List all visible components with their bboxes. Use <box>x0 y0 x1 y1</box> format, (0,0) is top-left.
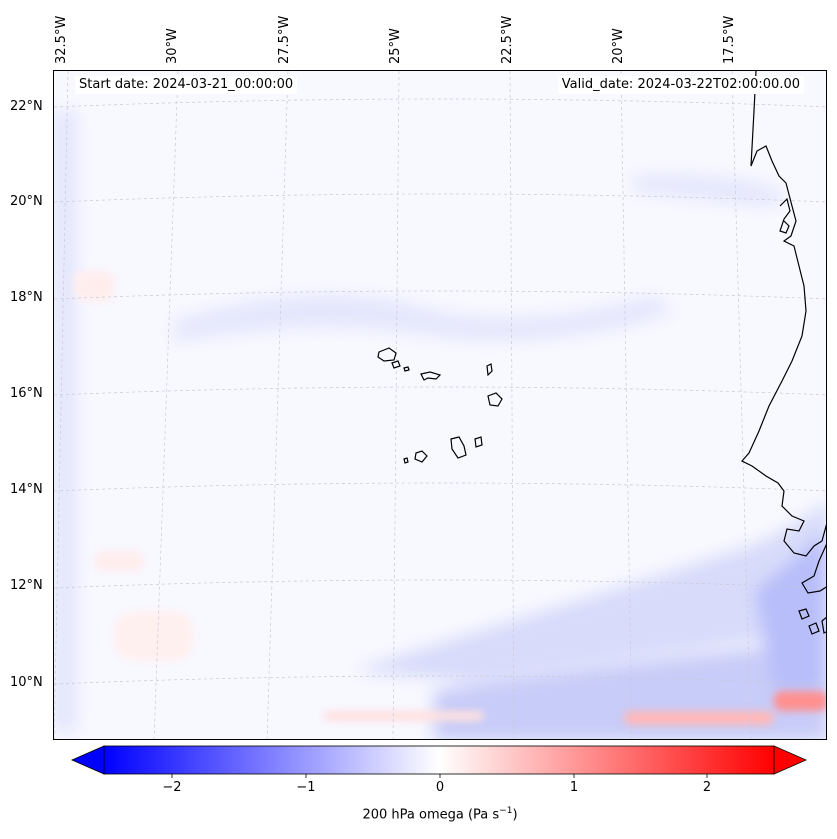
meridian-line <box>392 71 400 739</box>
graticule <box>54 71 826 739</box>
subsidence-patch <box>174 294 674 341</box>
ascent-patch <box>114 611 194 661</box>
meridian-line <box>620 71 633 739</box>
parallel-line <box>54 193 826 203</box>
lat-label-22n: 22°N <box>10 99 43 114</box>
island-santa-luzia <box>403 366 410 372</box>
island-maio <box>474 436 483 448</box>
island-sao-nicolau <box>420 371 442 381</box>
parallel-line <box>54 290 826 300</box>
colorbar-pos-extend <box>773 745 807 775</box>
colorbar-tick-label: 0 <box>435 780 445 795</box>
meridian-line <box>509 71 515 739</box>
colorbar-tick-label: −1 <box>296 780 316 795</box>
island-boa-vista <box>487 392 503 407</box>
colorbar-tick-marks <box>171 774 708 778</box>
lon-label-22-5w: 22.5°W <box>500 15 515 64</box>
omega-field <box>54 111 826 739</box>
ascent-patch <box>74 271 114 301</box>
ascent-patch <box>624 711 774 725</box>
meridian-line <box>266 71 289 739</box>
subsidence-patch <box>354 502 826 681</box>
parallel-line <box>54 579 826 589</box>
coastline <box>741 71 826 635</box>
africa-coastline <box>821 616 826 634</box>
meridian-line <box>731 71 752 739</box>
colorbar <box>71 745 807 778</box>
subsidence-patch <box>754 532 826 691</box>
start-date-label: Start date: 2024-03-21_00:00:00 <box>75 76 298 94</box>
ascent-patch <box>324 711 484 721</box>
colorbar-neg-extend <box>71 745 105 775</box>
cape-verde-islands <box>377 347 503 464</box>
lat-label-16n: 16°N <box>10 386 43 401</box>
lon-label-32-5w: 32.5°W <box>54 15 69 64</box>
lat-label-20n: 20°N <box>10 194 43 209</box>
island-brava <box>403 457 409 464</box>
lat-label-18n: 18°N <box>10 290 43 305</box>
lat-label-12n: 12°N <box>10 578 43 593</box>
parallel-line <box>54 482 826 492</box>
parallel-line <box>54 675 826 685</box>
africa-coastline <box>808 622 820 635</box>
colorbar-label-exponent: −1 <box>499 806 513 816</box>
ascent-patch <box>774 691 826 711</box>
island-sao-vicente <box>391 360 401 369</box>
island-santiago <box>450 436 467 459</box>
parallel-line <box>54 98 826 108</box>
lon-label-20w: 20°W <box>611 28 626 64</box>
lon-label-25w: 25°W <box>388 28 403 64</box>
colorbar-tick-label: −2 <box>162 780 182 795</box>
parallel-line <box>54 386 826 396</box>
lon-label-27-5w: 27.5°W <box>277 15 292 64</box>
colorbar-gradient <box>103 745 775 775</box>
valid-date-label: Valid_date: 2024-03-22T02:00:00.00 <box>557 76 804 94</box>
africa-coastline <box>779 197 791 234</box>
lat-label-14n: 14°N <box>10 482 43 497</box>
colorbar-tick-label: 1 <box>569 780 579 795</box>
colorbar-label-text: 200 hPa omega (Pa s <box>362 807 500 823</box>
island-santo-antao <box>377 347 397 362</box>
colorbar-label: 200 hPa omega (Pa s−1) <box>362 806 517 822</box>
lon-label-30w: 30°W <box>165 28 180 64</box>
ascent-patches <box>74 271 826 725</box>
island-fogo <box>414 450 428 463</box>
ascent-patch <box>94 551 144 571</box>
map-canvas <box>54 71 826 739</box>
africa-coastline <box>741 71 826 557</box>
lon-label-17-5w: 17.5°W <box>722 15 737 64</box>
meridian-line <box>153 71 179 739</box>
meridian-line <box>54 71 69 739</box>
map-panel[interactable] <box>53 70 827 740</box>
africa-coastline <box>798 608 810 620</box>
colorbar-tick-label: 2 <box>702 780 712 795</box>
africa-coastline <box>801 543 826 594</box>
colorbar-label-close: ) <box>512 807 518 823</box>
lat-label-10n: 10°N <box>10 675 43 690</box>
subsidence-patch <box>634 174 784 206</box>
subsidence-patch <box>54 111 76 731</box>
island-sal <box>486 363 493 377</box>
